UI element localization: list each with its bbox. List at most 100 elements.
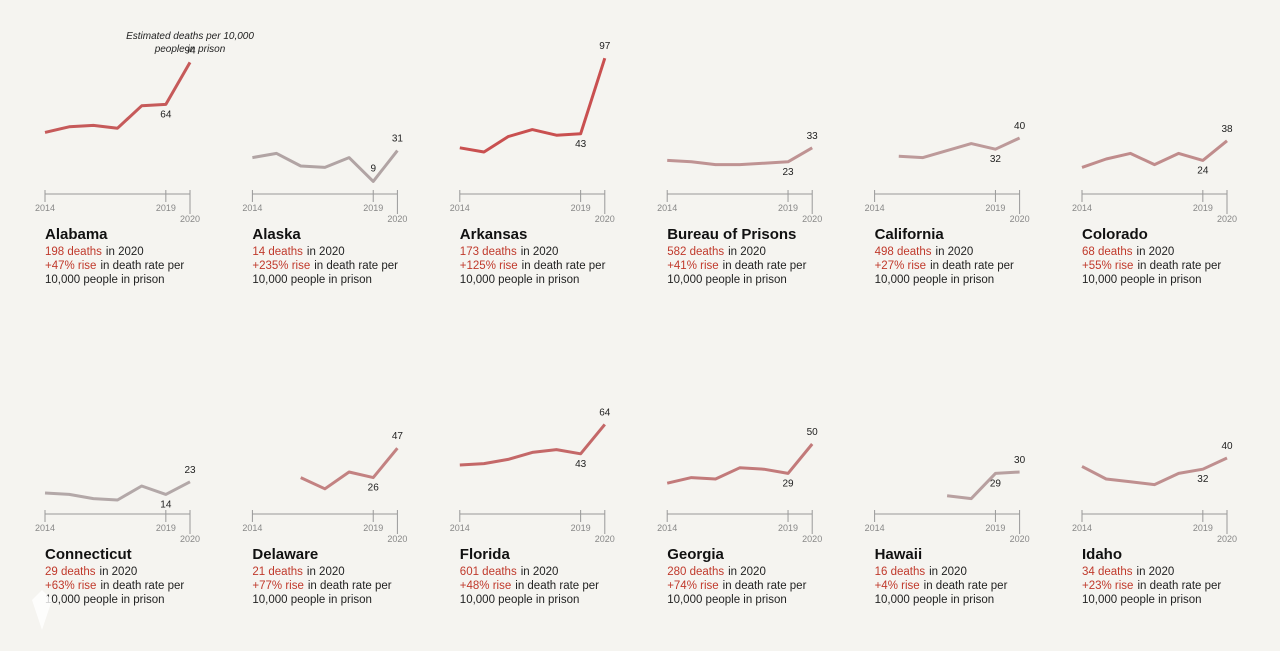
data-label: 43 [575, 139, 587, 150]
data-label: 64 [599, 407, 611, 418]
x-tick-label: 2020 [802, 534, 822, 544]
panel-title: Delaware [252, 546, 318, 563]
deaths: 14 deaths [252, 246, 303, 258]
deaths-line: 173 deaths in 2020 [460, 246, 559, 258]
panel-title: Alabama [45, 226, 108, 243]
deaths-text: in 2020 [936, 246, 974, 258]
rise: +47% rise [45, 260, 96, 272]
panel-title: Idaho [1082, 546, 1122, 563]
deaths: 198 deaths [45, 246, 102, 258]
rise-text: in death rate per [515, 580, 599, 592]
x-tick-label: 2020 [387, 534, 407, 544]
x-tick-label: 2019 [156, 203, 176, 213]
panel-title: Colorado [1082, 226, 1148, 243]
x-tick-label: 2020 [595, 214, 615, 224]
rise-line: +77% rise in death rate per [252, 580, 391, 592]
rise-text: in death rate per [723, 260, 807, 272]
x-tick-label: 2014 [865, 523, 885, 533]
rise-line: +23% rise in death rate per [1082, 580, 1221, 592]
x-tick-label: 2014 [657, 203, 677, 213]
rise: +27% rise [875, 260, 926, 272]
rise-text: in death rate per [930, 260, 1014, 272]
rise-text: in death rate per [314, 260, 398, 272]
x-tick-label: 2020 [802, 214, 822, 224]
deaths-text: in 2020 [307, 566, 345, 578]
data-label: 23 [184, 465, 196, 476]
deaths-text: in 2020 [728, 566, 766, 578]
deaths-text: in 2020 [521, 566, 559, 578]
rise-text: in death rate per [522, 260, 606, 272]
data-label: 32 [990, 154, 1002, 165]
panel-title: California [875, 226, 945, 243]
line-series [252, 149, 399, 183]
line-series [459, 57, 607, 154]
panel-title: Florida [460, 546, 511, 563]
data-label: 94 [184, 45, 196, 56]
panel-title: Georgia [667, 546, 724, 563]
rise: +125% rise [460, 260, 518, 272]
x-tick-label: 2020 [387, 214, 407, 224]
rise: +77% rise [252, 580, 303, 592]
x-tick-label: 2019 [571, 523, 591, 533]
per-line: 10,000 people in prison [45, 274, 165, 286]
deaths-text: in 2020 [1137, 566, 1175, 578]
x-tick-label: 2014 [1072, 203, 1092, 213]
deaths: 68 deaths [1082, 246, 1133, 258]
rise-text: in death rate per [723, 580, 807, 592]
deaths-line: 582 deaths in 2020 [667, 246, 766, 258]
x-tick-label: 2019 [985, 203, 1005, 213]
x-tick-label: 2020 [1010, 534, 1030, 544]
annotation: Estimated deaths per 10,000 people in pr… [126, 31, 254, 55]
x-tick-label: 2020 [595, 534, 615, 544]
per-line: 10,000 people in prison [667, 594, 787, 606]
x-tick-label: 2020 [180, 534, 200, 544]
data-label: 32 [1197, 474, 1209, 485]
rise-line: +48% rise in death rate per [460, 580, 599, 592]
x-tick-label: 2014 [35, 203, 55, 213]
line-series [459, 423, 606, 467]
data-label: 33 [807, 131, 819, 142]
deaths-text: in 2020 [521, 246, 559, 258]
panel-title: Connecticut [45, 546, 132, 563]
rise-line: +41% rise in death rate per [667, 260, 806, 272]
line-series [946, 470, 1020, 501]
data-label: 30 [1014, 455, 1026, 466]
deaths-line: 601 deaths in 2020 [460, 566, 559, 578]
rise: +55% rise [1082, 260, 1133, 272]
data-label: 64 [160, 109, 172, 120]
rise-line: +125% rise in death rate per [460, 260, 606, 272]
line-series [44, 480, 191, 502]
x-tick-label: 2014 [242, 203, 262, 213]
data-label: 24 [1197, 165, 1209, 176]
line-series [44, 61, 192, 134]
rise-text: in death rate per [1137, 260, 1221, 272]
deaths-text: in 2020 [728, 246, 766, 258]
rise-line: +47% rise in death rate per [45, 260, 184, 272]
deaths-line: 34 deaths in 2020 [1082, 566, 1174, 578]
data-label: 47 [392, 431, 404, 442]
x-tick-label: 2014 [450, 203, 470, 213]
deaths-line: 29 deaths in 2020 [45, 566, 137, 578]
rise: +23% rise [1082, 580, 1133, 592]
rise: +74% rise [667, 580, 718, 592]
deaths: 173 deaths [460, 246, 517, 258]
x-tick-label: 2019 [985, 523, 1005, 533]
rise: +4% rise [875, 580, 920, 592]
panel-title: Bureau of Prisons [667, 226, 796, 243]
deaths-line: 280 deaths in 2020 [667, 566, 766, 578]
rise-text: in death rate per [1137, 580, 1221, 592]
line-series [898, 136, 1021, 160]
per-line: 10,000 people in prison [875, 274, 995, 286]
deaths-text: in 2020 [100, 566, 138, 578]
rise: +41% rise [667, 260, 718, 272]
x-tick-label: 2019 [778, 523, 798, 533]
logo [32, 590, 52, 630]
deaths: 21 deaths [252, 566, 303, 578]
per-line: 10,000 people in prison [667, 274, 787, 286]
x-tick-label: 2019 [571, 203, 591, 213]
deaths: 16 deaths [875, 566, 926, 578]
deaths: 601 deaths [460, 566, 517, 578]
x-tick-label: 2019 [363, 523, 383, 533]
data-label: 40 [1221, 441, 1233, 452]
